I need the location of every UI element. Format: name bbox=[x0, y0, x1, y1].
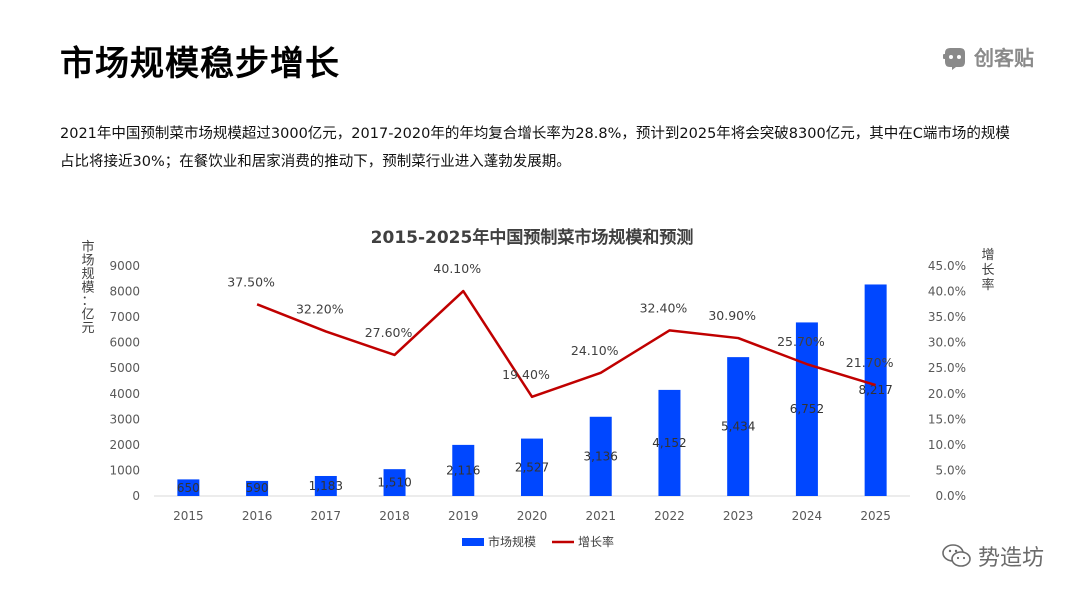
chart-legend: 市场规模 增长率 bbox=[462, 534, 614, 549]
y-axis-title-char: 规 bbox=[81, 267, 94, 282]
bar bbox=[658, 389, 681, 496]
intro-paragraph: 2021年中国预制菜市场规模超过3000亿元，2017-2020年的年均复合增长… bbox=[60, 126, 1010, 170]
bar-data-label: 1,510 bbox=[377, 476, 411, 490]
line-data-label: 32.20% bbox=[296, 301, 344, 316]
bar-data-label: 650 bbox=[177, 481, 200, 495]
line-data-label: 21.70% bbox=[846, 355, 894, 370]
y-axis-title-char: 亿 bbox=[81, 308, 94, 323]
y2-tick-label: 15.0% bbox=[928, 412, 966, 426]
x-tick-label: 2015 bbox=[173, 509, 204, 523]
bar bbox=[727, 357, 750, 496]
bar-data-label: 590 bbox=[246, 481, 269, 495]
line-data-label: 40.10% bbox=[433, 261, 481, 276]
y2-axis-title-char: 率 bbox=[981, 277, 994, 293]
y-tick-label: 2000 bbox=[109, 438, 140, 452]
brand-logo: 创客贴 bbox=[942, 42, 1034, 71]
line-data-label: 30.90% bbox=[708, 308, 756, 323]
y2-axis-title-char: 增 bbox=[981, 248, 994, 263]
bar-data-label: 4,152 bbox=[652, 436, 686, 450]
bar-data-label: 2,116 bbox=[446, 463, 480, 477]
x-tick-label: 2023 bbox=[723, 509, 754, 523]
market-size-chart: 2015-2025年中国预制菜市场规模和预测 市场规模：亿元 增长率 01000… bbox=[81, 227, 994, 549]
bar-data-label: 6,752 bbox=[790, 402, 824, 416]
y2-tick-label: 5.0% bbox=[936, 463, 967, 477]
x-tick-label: 2018 bbox=[379, 509, 410, 523]
y2-tick-label: 10.0% bbox=[928, 438, 966, 452]
y-tick-label: 5000 bbox=[109, 361, 140, 375]
bar bbox=[521, 438, 543, 496]
y-axis-title-char: 元 bbox=[81, 321, 94, 336]
bar bbox=[246, 480, 269, 496]
watermark: 势造坊 bbox=[942, 540, 1044, 572]
line-data-label: 37.50% bbox=[227, 274, 275, 289]
line-data-label: 19.40% bbox=[502, 367, 550, 382]
y2-axis-title: 增长率 bbox=[981, 248, 994, 293]
y-tick-label: 0 bbox=[132, 489, 140, 503]
bar bbox=[314, 475, 337, 496]
bar-data-label: 3,136 bbox=[584, 449, 618, 463]
bar-data-label: 8,217 bbox=[858, 383, 892, 397]
x-tick-label: 2024 bbox=[792, 509, 823, 523]
y-tick-label: 6000 bbox=[109, 336, 140, 350]
brand-mascot-icon bbox=[943, 47, 965, 70]
y-tick-label: 7000 bbox=[109, 310, 140, 324]
x-tick-label: 2020 bbox=[517, 509, 548, 523]
brand-name: 创客贴 bbox=[974, 46, 1034, 70]
y2-tick-label: 0.0% bbox=[936, 489, 967, 503]
x-axis-ticks: 2015 2016 2017 2018 2019 2020 2021 2022 2023 2024… bbox=[173, 509, 891, 523]
bar bbox=[452, 444, 475, 496]
bar bbox=[383, 469, 406, 496]
bar bbox=[589, 416, 612, 496]
y2-axis-ticks: 0.0% 5.0% 10.0% 15.0% 20.0% 25.0% 30.0% 35.0% 40… bbox=[928, 259, 966, 503]
x-tick-label: 2022 bbox=[654, 509, 685, 523]
x-tick-label: 2017 bbox=[311, 509, 342, 523]
y2-tick-label: 30.0% bbox=[928, 336, 966, 350]
y-axis-title-char: 市 bbox=[81, 239, 94, 255]
y2-tick-label: 45.0% bbox=[928, 259, 966, 273]
y2-axis-title-char: 长 bbox=[981, 263, 994, 278]
y2-tick-label: 40.0% bbox=[928, 285, 966, 299]
bar bbox=[864, 284, 887, 496]
y-axis-ticks: 0 1000 2000 3000 4000 5000 6000 7000 8000 9000 bbox=[109, 259, 140, 503]
y2-tick-label: 35.0% bbox=[928, 310, 966, 324]
bar-labels: 650 590 1,183 1,510 2,116 2,527 3,136 4,152 5,43… bbox=[177, 383, 893, 495]
y2-tick-label: 25.0% bbox=[928, 361, 966, 375]
line-data-label: 24.10% bbox=[571, 343, 619, 358]
y-tick-label: 1000 bbox=[109, 463, 140, 477]
legend-line-label: 增长率 bbox=[578, 534, 614, 549]
bar-data-label: 5,434 bbox=[721, 420, 755, 434]
y-tick-label: 9000 bbox=[109, 259, 140, 273]
line-labels: 37.50% 32.20% 27.60% 40.10% 19.40% 24.10% 32.4… bbox=[227, 261, 893, 382]
y-axis-title-char: ： bbox=[81, 294, 94, 309]
y-axis-title-char: 模 bbox=[81, 281, 94, 296]
x-tick-label: 2016 bbox=[242, 509, 273, 523]
x-tick-label: 2019 bbox=[448, 509, 479, 523]
line-data-label: 27.60% bbox=[365, 325, 413, 340]
line-data-label: 25.70% bbox=[777, 334, 825, 349]
page-title: 市场规模稳步增长 bbox=[60, 44, 340, 84]
y-tick-label: 3000 bbox=[109, 412, 140, 426]
bar-data-label: 1,183 bbox=[309, 479, 343, 493]
line-data-label: 32.40% bbox=[640, 300, 688, 315]
x-tick-label: 2025 bbox=[860, 509, 891, 523]
growth-rate-line bbox=[256, 289, 877, 399]
y-tick-label: 4000 bbox=[109, 387, 140, 401]
legend-bar-swatch bbox=[462, 538, 484, 546]
bar bbox=[177, 479, 200, 496]
y-tick-label: 8000 bbox=[109, 285, 140, 299]
bar-data-label: 2,527 bbox=[515, 460, 549, 474]
y-axis-title: 市场规模：亿元 bbox=[81, 239, 94, 336]
chart-title: 2015-2025年中国预制菜市场规模和预测 bbox=[371, 227, 694, 248]
y2-tick-label: 20.0% bbox=[928, 387, 966, 401]
bar-series bbox=[177, 284, 887, 496]
watermark-text: 势造坊 bbox=[977, 546, 1044, 571]
y-axis-title-char: 场 bbox=[81, 254, 94, 269]
legend-bar-label: 市场规模 bbox=[488, 534, 536, 549]
wechat-icon bbox=[942, 544, 971, 567]
x-tick-label: 2021 bbox=[585, 509, 616, 523]
